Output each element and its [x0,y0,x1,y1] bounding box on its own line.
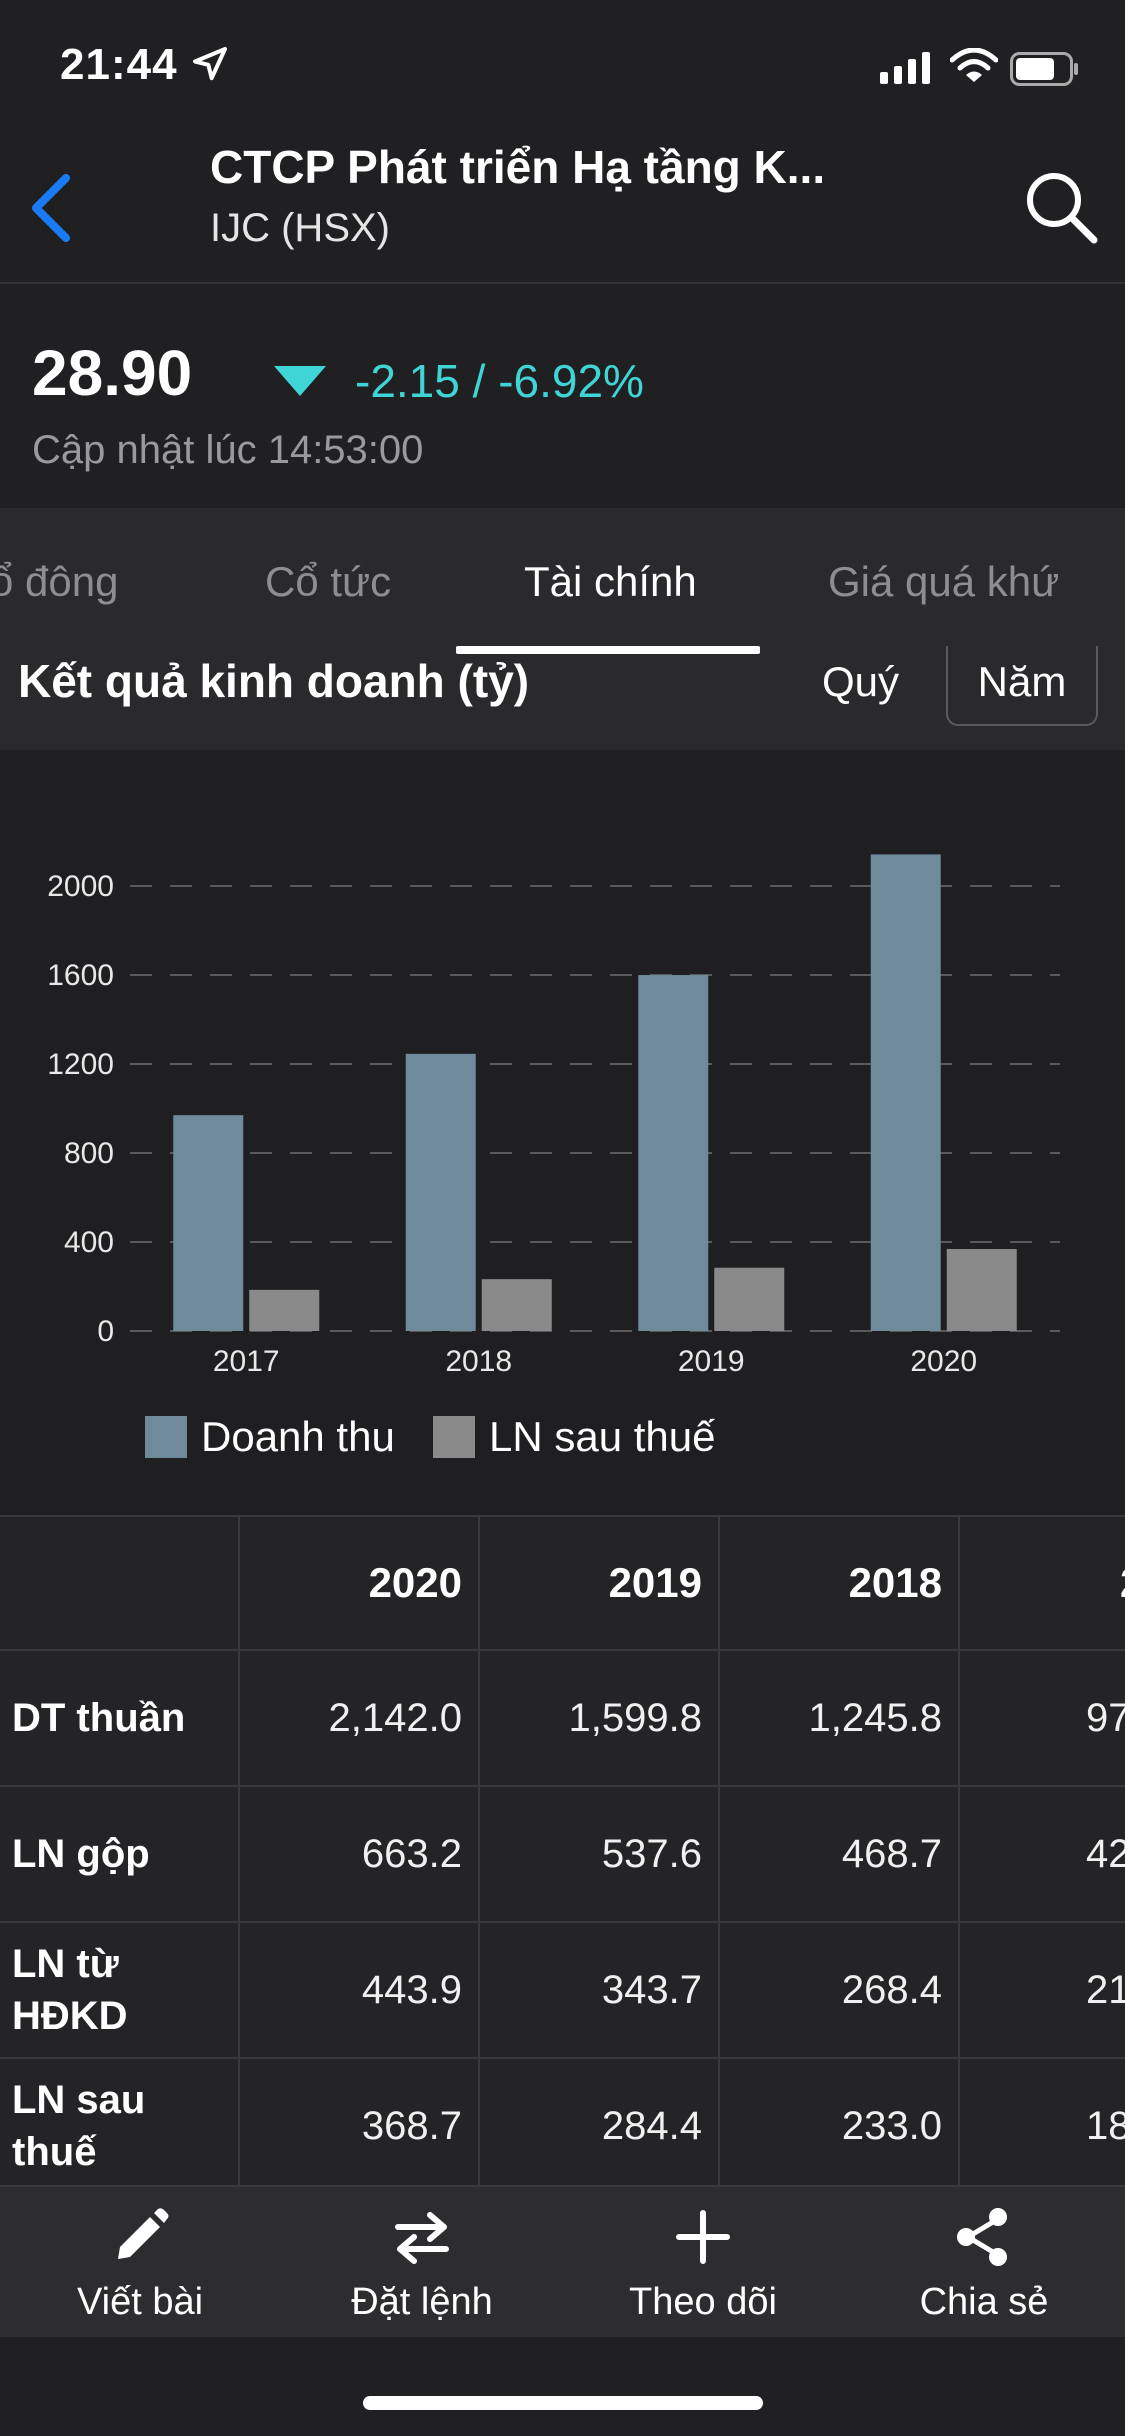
swap-icon [395,2212,449,2264]
legend-item-revenue: Doanh thu [145,1410,395,1461]
bar-net-profit [249,1289,320,1331]
follow-label: Theo dõi [629,2281,777,2323]
write-post-label: Viết bài [76,2281,204,2323]
cellular-signal-icon [880,52,930,84]
place-order-button[interactable]: Đặt lệnh [282,2205,562,2324]
table-cell: 1,599.8 [480,1651,720,1785]
share-button[interactable]: Chia sẻ [844,2205,1124,2324]
status-time: 21:44 [60,40,178,89]
pencil-icon [118,2208,169,2259]
table-cell: 18 [1086,2103,1125,2148]
page-title: CTCP Phát triển Hạ tầng K... [210,141,826,193]
row-label: LN gộp [0,1787,240,1921]
y-tick-label: 400 [64,1226,114,1259]
table-row: DT thuần 2,142.0 1,599.8 1,245.8 97 [0,1651,1125,1787]
business-results-header: Kết quả kinh doanh (tỷ) Quý Năm [0,646,1125,750]
y-tick-label: 1200 [47,1048,114,1081]
active-tab-indicator [456,646,760,654]
tab-financials[interactable]: Tài chính [524,558,697,605]
table-row: LN từ HĐKD 443.9 343.7 268.4 21 [0,1923,1125,2059]
y-tick-label: 800 [64,1137,114,1170]
back-chevron-icon[interactable] [22,168,82,248]
x-tick-label: 2017 [213,1345,280,1378]
bar-revenue [870,854,941,1331]
table-row: LN gộp 663.2 537.6 468.7 42 [0,1787,1125,1923]
table-cell: 1,245.8 [720,1651,960,1785]
y-tick-label: 0 [97,1315,114,1348]
financial-table: 2020 2019 2018 20 DT thuần 2,142.0 1,599… [0,1515,1125,2187]
navigation-header: CTCP Phát triển Hạ tầng K... IJC (HSX) [0,140,1125,284]
row-label: DT thuần [0,1651,240,1785]
table-cell: 268.4 [720,1923,960,2057]
current-price: 28.90 [32,337,193,409]
table-cell: 2,142.0 [240,1651,480,1785]
home-indicator[interactable] [363,2396,763,2410]
business-results-chart: 0 400 800 1200 1600 2000 2017 2018 2019 2020 Doan… [0,750,1125,1515]
x-tick-label: 2020 [910,1345,977,1378]
table-cell: 537.6 [480,1787,720,1921]
place-order-label: Đặt lệnh [351,2281,493,2323]
table-cell: 443.9 [240,1923,480,2057]
legend-label-net-profit: LN sau thuế [489,1412,716,1460]
section-title: Kết quả kinh doanh (tỷ) [18,655,530,707]
bar-revenue [638,975,709,1331]
table-row: LN sau thuế 368.7 284.4 233.0 18 [0,2059,1125,2187]
follow-button[interactable]: Theo dõi [563,2205,843,2324]
battery-icon [1010,52,1078,86]
search-icon[interactable] [1022,168,1100,246]
status-bar: 21:44 [0,0,1125,140]
tab-price-history[interactable]: Giá quá khứ [828,558,1060,605]
table-cell: 343.7 [480,1923,720,2057]
plus-icon [676,2210,730,2264]
price-change: -2.15 / -6.92% [355,355,644,407]
table-header-row: 2020 2019 2018 20 [0,1517,1125,1651]
table-header-cell [0,1517,240,1649]
tab-bar: ổ đông Cổ tức Tài chính Giá quá khứ [0,508,1125,654]
location-arrow-icon [193,47,227,81]
bar-net-profit [481,1279,552,1331]
legend-label-revenue: Doanh thu [201,1412,395,1460]
table-cell: 97 [1086,1695,1125,1740]
share-icon [957,2208,1007,2266]
table-cell: 21 [1086,1967,1125,2012]
row-label: LN từ HĐKD [0,1923,240,2057]
price-down-triangle-icon [274,366,326,396]
table-cell: 468.7 [720,1787,960,1921]
table-cell: 42 [1086,1831,1125,1876]
bottom-toolbar: Viết bài Đặt lệnh Theo dõi Chia sẻ [0,2185,1125,2337]
tab-shareholders[interactable]: ổ đông [0,558,119,605]
table-header-cell: 20 [960,1517,1125,1649]
share-label: Chia sẻ [919,2281,1049,2323]
row-label: LN sau thuế [0,2059,240,2187]
wifi-icon [950,48,998,82]
table-cell: 233.0 [720,2059,960,2187]
table-cell: 368.7 [240,2059,480,2187]
period-quarter-button[interactable]: Quý [822,658,900,705]
home-area [0,2337,1125,2436]
legend-item-net-profit: LN sau thuế [433,1410,716,1461]
price-panel: 28.90 -2.15 / -6.92% Cập nhật lúc 14:53:… [0,284,1125,510]
period-year-button[interactable]: Năm [946,646,1098,726]
x-tick-label: 2019 [678,1345,745,1378]
x-tick-label: 2018 [445,1345,512,1378]
table-header-cell: 2018 [720,1517,960,1649]
bar-revenue [173,1115,244,1331]
bar-net-profit [714,1267,785,1331]
table-cell: 663.2 [240,1787,480,1921]
bar-revenue [405,1053,476,1331]
write-post-button[interactable]: Viết bài [0,2205,280,2324]
table-header-cell: 2020 [240,1517,480,1649]
tab-dividends[interactable]: Cổ tức [265,558,392,605]
bar-chart: 0 400 800 1200 1600 2000 2017 2018 2019 2020 [47,854,1060,1378]
update-time: Cập nhật lúc 14:53:00 [32,428,424,472]
legend-swatch-revenue [145,1415,187,1458]
bar-net-profit [946,1248,1017,1331]
stock-ticker: IJC (HSX) [210,206,390,250]
y-tick-label: 2000 [47,870,114,903]
y-tick-label: 1600 [47,959,114,992]
table-header-cell: 2019 [480,1517,720,1649]
table-cell: 284.4 [480,2059,720,2187]
legend-swatch-net-profit [433,1415,475,1458]
